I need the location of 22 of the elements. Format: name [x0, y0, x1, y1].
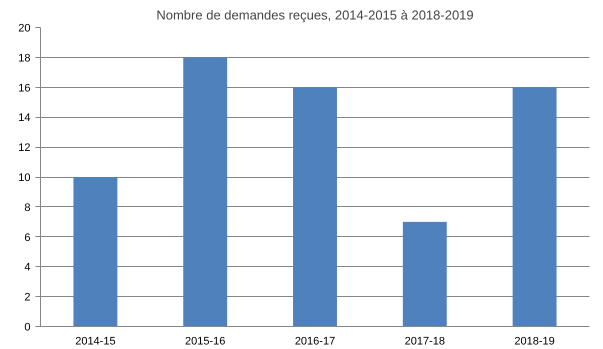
x-tick-label: 2015-16 [185, 336, 226, 348]
y-tick-label: 4 [24, 262, 31, 274]
bar [512, 87, 557, 326]
y-tick-label: 20 [18, 22, 31, 34]
y-tick-label: 6 [24, 232, 31, 244]
bar [183, 57, 228, 326]
y-tick-label: 0 [24, 322, 31, 334]
y-tick-label: 10 [18, 172, 31, 184]
bar [73, 177, 118, 326]
y-tick-label: 8 [24, 202, 31, 214]
x-tick-label: 2017-18 [404, 336, 445, 348]
y-tick-label: 18 [18, 52, 31, 64]
chart-title: Nombre de demandes reçues, 2014-2015 à 2018-2019 [156, 8, 474, 22]
bar [293, 87, 337, 326]
x-tick-label: 2018-19 [514, 336, 555, 348]
y-tick-label: 2 [24, 292, 31, 304]
y-tick-label: 12 [18, 142, 31, 154]
x-tick-label: 2014-15 [75, 336, 116, 348]
bar [402, 222, 447, 326]
y-tick-label: 14 [18, 112, 31, 124]
x-tick-label: 2016-17 [294, 336, 336, 348]
y-tick-label: 16 [18, 82, 31, 94]
